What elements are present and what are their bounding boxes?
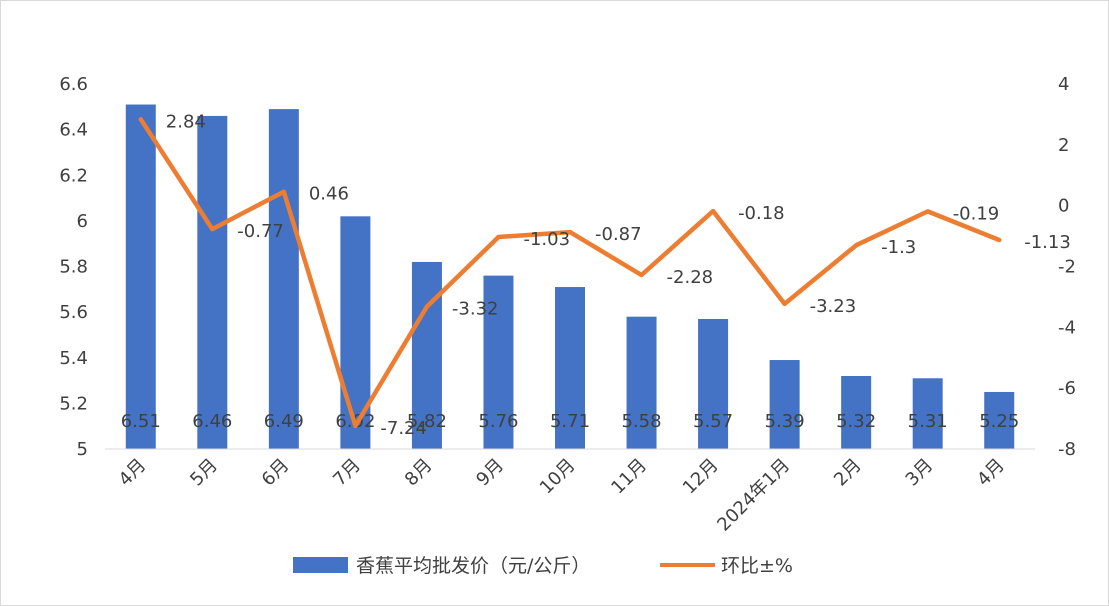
y-right-tick-label: 4	[1058, 74, 1069, 95]
y-left-tick-label: 6	[77, 211, 88, 232]
line-data-label: -3.32	[452, 299, 499, 320]
bar	[841, 376, 872, 449]
bar	[698, 318, 729, 449]
bar	[268, 109, 299, 449]
bar-data-label: 5.39	[765, 411, 805, 432]
bar-series	[125, 104, 1015, 449]
y-left-tick-label: 6.6	[59, 74, 88, 95]
bar	[984, 391, 1015, 449]
line-data-label: 0.46	[309, 184, 349, 205]
line-point	[424, 304, 429, 309]
line-data-label: -2.28	[667, 267, 714, 288]
y-right-tick-label: 0	[1058, 196, 1069, 217]
legend-bar-swatch	[293, 557, 348, 573]
y-right-tick-label: -6	[1058, 378, 1076, 399]
line-data-label: -1.03	[523, 229, 570, 250]
legend: 香蕉平均批发价（元/公斤） 环比±%	[293, 555, 793, 577]
y-left-tick-label: 5.4	[59, 348, 88, 369]
line-data-label: -0.18	[738, 203, 785, 224]
line-data-label: -7.24	[380, 418, 427, 439]
x-tick-label: 7月	[329, 455, 365, 491]
line-point	[281, 189, 286, 194]
line-point	[782, 301, 787, 306]
y-left-tick-label: 5.8	[59, 257, 88, 278]
line-point	[854, 243, 859, 248]
x-tick-label: 11月	[607, 455, 651, 499]
bar-data-label: 5.82	[407, 411, 447, 432]
line-data-label: 2.84	[166, 111, 206, 132]
bar	[769, 360, 800, 449]
line-point	[639, 273, 644, 278]
y-left-tick-label: 6.4	[59, 120, 88, 141]
bar-data-label: 5.71	[550, 411, 590, 432]
y-left-tick-label: 5.6	[59, 302, 88, 323]
x-tick-label: 4月	[973, 455, 1009, 491]
y-left-tick-label: 5.2	[59, 393, 88, 414]
y-right-tick-label: -4	[1058, 317, 1076, 338]
line-point	[568, 230, 572, 235]
x-tick-label: 3月	[902, 455, 938, 491]
line-data-labels: 2.84 -0.77 0.46 -7.24 -3.32 -1.03 -0.87 -2.28 -0…	[166, 111, 1071, 439]
bar-data-label: 6.49	[264, 411, 304, 432]
bar	[483, 275, 514, 449]
line-point	[711, 209, 716, 214]
bar-data-label: 6.51	[121, 411, 161, 432]
line-data-label: -0.19	[953, 203, 1000, 224]
bar-data-label: 5.25	[979, 411, 1019, 432]
bar	[555, 287, 585, 449]
bar-data-label: 5.76	[478, 411, 518, 432]
bar-data-label: 5.58	[621, 411, 661, 432]
x-tick-label: 12月	[679, 455, 723, 499]
left-axis: 6.6 6.4 6.2 6 5.8 5.6 5.4 5.2 5	[59, 74, 88, 460]
x-tick-label: 10月	[536, 455, 580, 499]
bar-data-label: 6.46	[192, 411, 232, 432]
x-tick-label: 4月	[115, 455, 151, 491]
bar-data-labels: 6.51 6.46 6.49 6.02 5.82 5.76 5.71 5.58 5.57 5.39…	[121, 411, 1020, 432]
line-point	[925, 209, 930, 214]
x-tick-label: 6月	[258, 455, 294, 491]
x-tick-label: 2月	[830, 455, 866, 491]
line-data-label: -3.23	[810, 296, 857, 317]
bar	[197, 115, 228, 449]
line-point	[496, 234, 501, 239]
right-axis: 4 2 0 -2 -4 -6 -8	[1058, 74, 1076, 460]
line-data-label: -1.3	[881, 237, 916, 258]
line-data-label: -0.77	[237, 221, 284, 242]
line-point	[997, 238, 1002, 243]
y-right-tick-label: 2	[1058, 135, 1069, 156]
line-point	[138, 117, 143, 122]
bar	[411, 261, 442, 449]
legend-bar-label: 香蕉平均批发价（元/公斤）	[356, 555, 590, 577]
line-data-label: -0.87	[595, 224, 642, 245]
bar	[125, 104, 156, 449]
y-left-tick-label: 5	[77, 439, 88, 460]
y-right-tick-label: -2	[1058, 257, 1076, 278]
bar	[626, 316, 657, 449]
bar-data-label: 5.32	[836, 411, 876, 432]
bar-data-label: 5.31	[908, 411, 948, 432]
line-series	[138, 117, 1002, 429]
line-point	[353, 423, 358, 428]
x-tick-label: 9月	[472, 455, 508, 491]
line-point	[210, 227, 215, 232]
line-data-label: -1.13	[1024, 232, 1071, 253]
x-tick-label: 5月	[186, 455, 222, 491]
x-tick-label: 2024年1月	[713, 455, 794, 536]
y-left-tick-label: 6.2	[59, 165, 88, 186]
y-right-tick-label: -8	[1058, 439, 1076, 460]
bar	[912, 378, 943, 449]
x-tick-label: 8月	[401, 455, 437, 491]
bar-data-label: 5.57	[693, 411, 733, 432]
legend-line-label: 环比±%	[721, 555, 793, 577]
